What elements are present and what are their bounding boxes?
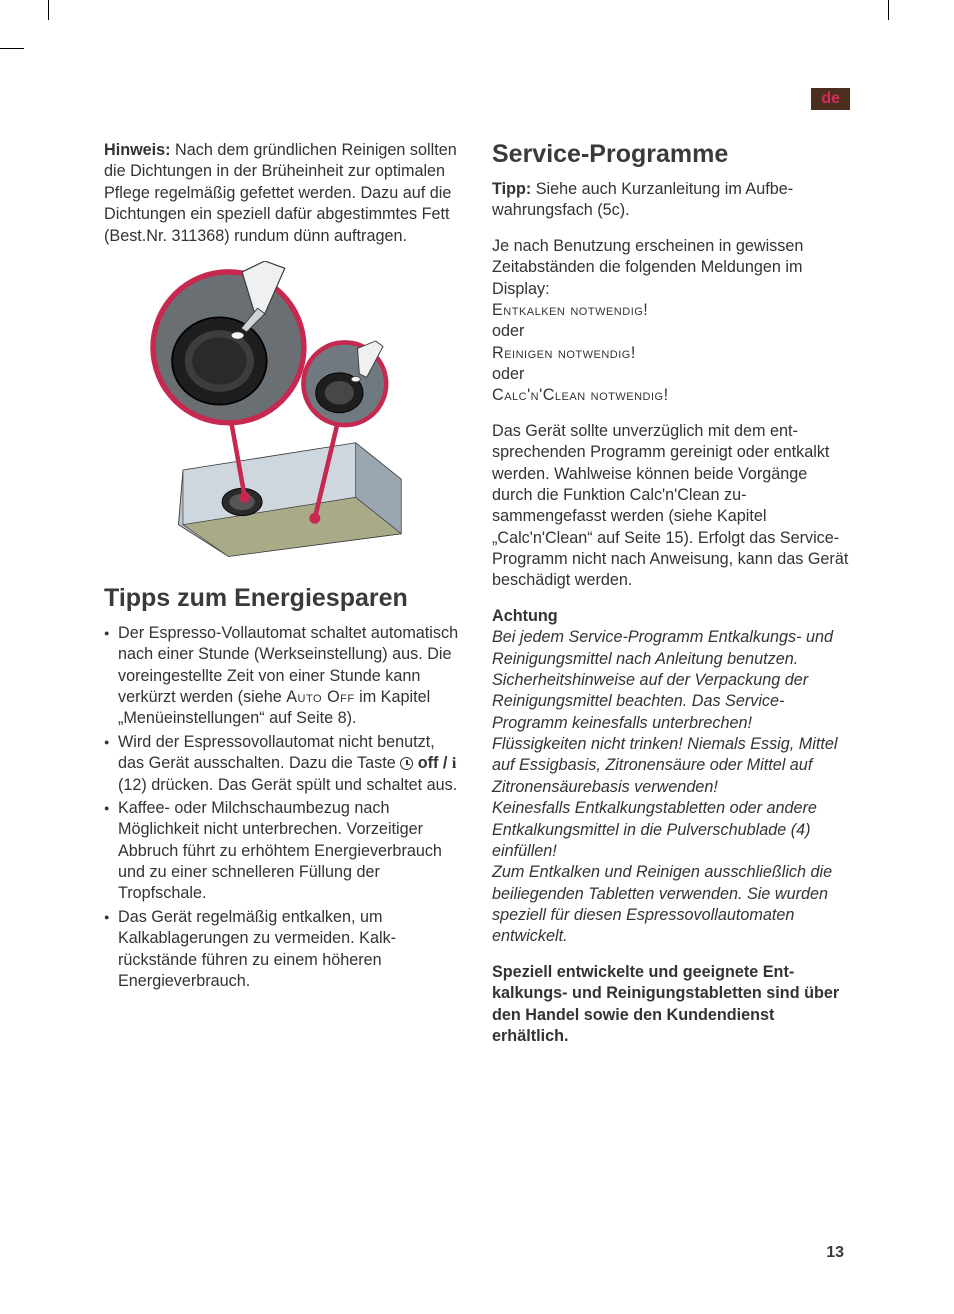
clock-icon bbox=[400, 757, 413, 770]
crop-mark bbox=[48, 0, 49, 20]
list-item: Kaffee- oder Milchschaumbezug nach Mögli… bbox=[104, 798, 462, 905]
display-message: Entkalken notwendig! bbox=[492, 300, 850, 321]
list-item: Wird der Espressovollautomat nicht be­nu… bbox=[104, 732, 462, 796]
tip-text: Das Gerät regelmäßig entkalken, um Kalka… bbox=[118, 908, 396, 990]
achtung-body: Bei jedem Service-Programm Entkalkungs- … bbox=[492, 627, 850, 948]
final-bold-paragraph: Speziell entwickelte und geeignete Ent­k… bbox=[492, 962, 850, 1048]
tipp-label: Tipp: bbox=[492, 180, 531, 198]
hinweis-paragraph: Hinweis: Nach dem gründlichen Reinigen s… bbox=[104, 140, 462, 247]
achtung-label: Achtung bbox=[492, 606, 850, 627]
tip-text: (12) drücken. Das Gerät spült und schalt… bbox=[118, 776, 457, 794]
info-icon: i bbox=[452, 754, 457, 772]
tip-text: Kaffee- oder Milchschaumbezug nach Mögli… bbox=[118, 799, 442, 903]
tipp-paragraph: Tipp: Siehe auch Kurzanleitung im Aufbe­… bbox=[492, 179, 850, 222]
tipp-text: Siehe auch Kurzanleitung im Aufbe­wahrun… bbox=[492, 180, 793, 219]
tip-text: Wird der Espressovollautomat nicht be­nu… bbox=[118, 733, 435, 772]
left-column: Hinweis: Nach dem gründlichen Reinigen s… bbox=[104, 140, 462, 1047]
hinweis-label: Hinweis: bbox=[104, 141, 171, 159]
energy-tips-list: Der Espresso-Vollautomat schaltet auto­m… bbox=[104, 623, 462, 992]
page-content: Hinweis: Nach dem gründlichen Reinigen s… bbox=[104, 80, 850, 1047]
auto-off-label: Auto Off bbox=[286, 688, 354, 706]
heading-energy-tips: Tipps zum Energiesparen bbox=[104, 584, 462, 613]
off-label: off / bbox=[413, 754, 452, 772]
or-label: oder bbox=[492, 321, 850, 342]
heading-service-programs: Service-Programme bbox=[492, 140, 850, 169]
body-paragraph: Das Gerät sollte unverzüglich mit dem en… bbox=[492, 421, 850, 592]
crop-mark bbox=[888, 0, 889, 20]
intro-paragraph: Je nach Benutzung erscheinen in gewissen… bbox=[492, 236, 850, 300]
brew-unit-illustration bbox=[104, 261, 462, 566]
right-column: Service-Programme Tipp: Siehe auch Kurza… bbox=[492, 140, 850, 1047]
display-message: Reinigen notwendig! bbox=[492, 343, 850, 364]
list-item: Das Gerät regelmäßig entkalken, um Kalka… bbox=[104, 907, 462, 993]
or-label: oder bbox=[492, 364, 850, 385]
crop-mark bbox=[0, 48, 24, 49]
page-number: 13 bbox=[826, 1244, 844, 1262]
list-item: Der Espresso-Vollautomat schaltet auto­m… bbox=[104, 623, 462, 730]
display-message: Calc'n'Clean notwendig! bbox=[492, 385, 850, 406]
